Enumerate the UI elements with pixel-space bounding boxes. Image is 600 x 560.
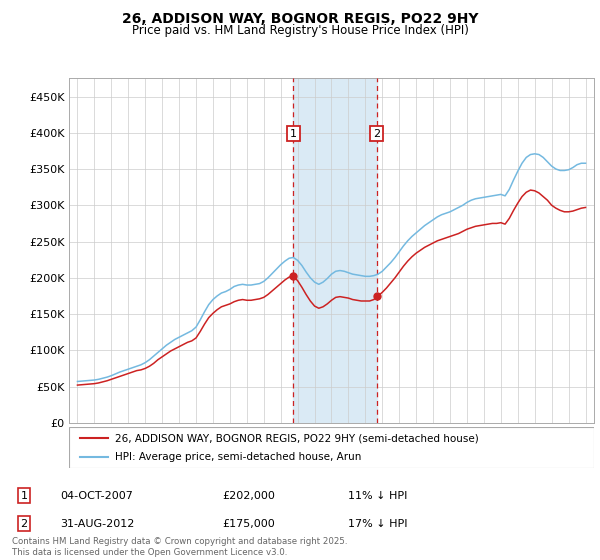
Text: 26, ADDISON WAY, BOGNOR REGIS, PO22 9HY: 26, ADDISON WAY, BOGNOR REGIS, PO22 9HY <box>122 12 478 26</box>
Text: 17% ↓ HPI: 17% ↓ HPI <box>348 519 407 529</box>
Text: 04-OCT-2007: 04-OCT-2007 <box>60 491 133 501</box>
Text: 2: 2 <box>20 519 28 529</box>
Text: 31-AUG-2012: 31-AUG-2012 <box>60 519 134 529</box>
Text: £202,000: £202,000 <box>222 491 275 501</box>
Text: Contains HM Land Registry data © Crown copyright and database right 2025.
This d: Contains HM Land Registry data © Crown c… <box>12 537 347 557</box>
Text: 1: 1 <box>290 128 297 138</box>
Text: 26, ADDISON WAY, BOGNOR REGIS, PO22 9HY (semi-detached house): 26, ADDISON WAY, BOGNOR REGIS, PO22 9HY … <box>115 433 479 443</box>
Bar <box>293 78 377 423</box>
Text: £175,000: £175,000 <box>222 519 275 529</box>
Text: 11% ↓ HPI: 11% ↓ HPI <box>348 491 407 501</box>
Text: Price paid vs. HM Land Registry's House Price Index (HPI): Price paid vs. HM Land Registry's House … <box>131 24 469 36</box>
Text: HPI: Average price, semi-detached house, Arun: HPI: Average price, semi-detached house,… <box>115 452 362 461</box>
Text: 2: 2 <box>373 128 380 138</box>
Text: 1: 1 <box>20 491 28 501</box>
